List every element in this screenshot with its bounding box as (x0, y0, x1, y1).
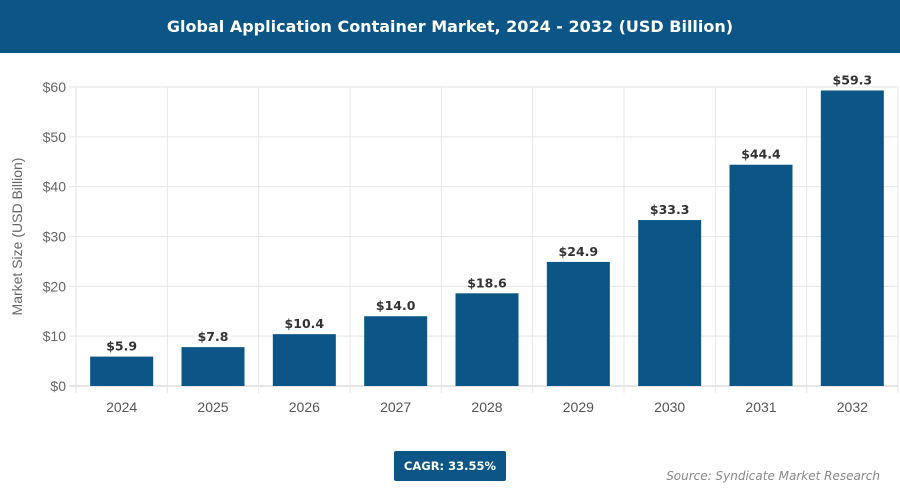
x-tick-label: 2026 (289, 399, 320, 415)
bar-2031 (729, 164, 793, 386)
bar-chart: $0 $10 $20 $30 $40 $50 $60 Market Size (USD Bil… (9, 72, 899, 415)
y-tick-label: $60 (43, 79, 67, 95)
x-tick-label: 2028 (471, 399, 502, 415)
y-tick-label: $50 (43, 129, 67, 145)
bar-2027 (364, 316, 428, 386)
bar-2024 (90, 356, 154, 386)
bar-2029 (546, 261, 610, 386)
y-tick-label: $40 (43, 179, 67, 195)
x-tick-label: 2032 (837, 399, 868, 415)
data-label: $24.9 (559, 244, 599, 259)
x-tick-label: 2029 (563, 399, 594, 415)
chart-title: Global Application Container Market, 202… (0, 0, 900, 53)
data-label: $44.4 (741, 147, 781, 162)
cagr-badge: CAGR: 33.55% (394, 451, 506, 481)
x-tick-label: 2031 (745, 399, 776, 415)
bar-2025 (181, 347, 245, 386)
source-note: Source: Syndicate Market Research (666, 469, 880, 483)
y-tick-label: $10 (43, 328, 67, 344)
y-tick-label: $0 (50, 378, 66, 394)
data-label: $18.6 (467, 275, 507, 290)
bar-2028 (455, 293, 519, 386)
x-tick-label: 2025 (197, 399, 228, 415)
data-label: $10.4 (285, 316, 325, 331)
data-label: $5.9 (106, 339, 137, 354)
bar-2032 (820, 90, 884, 386)
x-tick-label: 2024 (106, 399, 137, 415)
data-label: $33.3 (650, 202, 690, 217)
x-tick-label: 2030 (654, 399, 685, 415)
y-axis-label: Market Size (USD Billion) (9, 158, 25, 316)
bar-2026 (272, 334, 336, 386)
bar-2030 (638, 220, 702, 386)
data-label: $14.0 (376, 298, 416, 313)
x-tick-label: 2027 (380, 399, 411, 415)
y-tick-label: $30 (43, 229, 67, 245)
data-label: $7.8 (198, 329, 229, 344)
data-label: $59.3 (833, 72, 873, 87)
y-tick-label: $20 (43, 278, 67, 294)
